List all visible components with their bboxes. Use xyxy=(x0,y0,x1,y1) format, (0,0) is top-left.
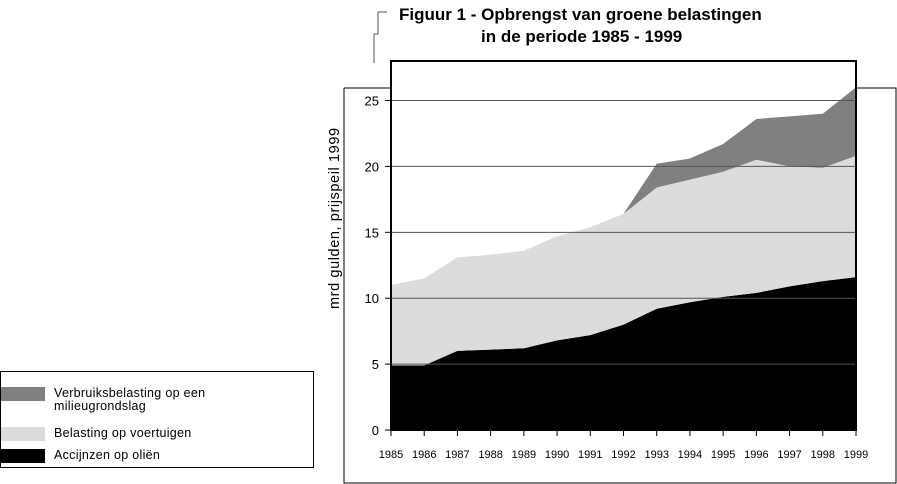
x-tick-label: 1992 xyxy=(611,449,635,461)
legend-swatch xyxy=(1,449,45,463)
x-tick-label: 1986 xyxy=(412,449,436,461)
legend-label: Accijnzen op oliën xyxy=(54,448,161,462)
gridlines xyxy=(391,100,856,365)
y-tick-label: 5 xyxy=(372,357,379,372)
area-layer xyxy=(391,87,856,430)
area-series xyxy=(391,277,856,430)
x-tick-label: 1998 xyxy=(811,449,835,461)
x-tick-label: 1994 xyxy=(678,449,702,461)
x-tick-label: 1999 xyxy=(844,449,868,461)
x-tick-label: 1990 xyxy=(545,449,569,461)
legend-label: Verbruiksbelasting op een milieugrondsla… xyxy=(54,386,206,413)
legend-item-voertuigen: Belasting op voertuigen xyxy=(1,427,294,441)
outer-frame xyxy=(343,87,897,484)
x-tick-label: 1991 xyxy=(578,449,602,461)
x-tick-label: 1997 xyxy=(777,449,801,461)
y-tick-label: 25 xyxy=(365,94,379,109)
legend-item-verbruiksbelasting: Verbruiksbelasting op een milieugrondsla… xyxy=(1,387,294,413)
legend: Verbruiksbelasting op een milieugrondsla… xyxy=(0,371,314,468)
title-bracket xyxy=(373,11,387,63)
x-tick-label: 1988 xyxy=(478,449,502,461)
legend-item-accijnzen: Accijnzen op oliën xyxy=(1,449,294,463)
figure-title: Figuur 1 - Opbrengst van groene belastin… xyxy=(399,4,819,48)
x-tick-label: 1993 xyxy=(644,449,668,461)
y-tick-label: 20 xyxy=(365,159,379,174)
x-axis: 1985 1986 1987 1988 1989 1990 1991 1992 1993 1994… xyxy=(379,430,868,461)
x-tick-label: 1985 xyxy=(379,449,403,461)
area-series xyxy=(391,155,856,366)
y-axis-label: mrd gulden, prijspeil 1999 xyxy=(327,127,343,309)
x-tick-label: 1987 xyxy=(445,449,469,461)
y-axis: 0 5 10 15 20 25 xyxy=(365,94,391,438)
figure-title-line-2: in de periode 1985 - 1999 xyxy=(481,27,683,46)
figure-title-line-1: Figuur 1 - Opbrengst van groene belastin… xyxy=(399,5,762,24)
area-series xyxy=(391,87,856,286)
legend-swatch xyxy=(1,427,45,441)
x-tick-label: 1996 xyxy=(744,449,768,461)
y-tick-label: 0 xyxy=(372,423,379,438)
legend-swatch xyxy=(1,387,45,401)
legend-label: Belasting op voertuigen xyxy=(54,426,192,440)
y-tick-label: 10 xyxy=(365,291,379,306)
x-tick-label: 1995 xyxy=(711,449,735,461)
y-tick-label: 15 xyxy=(365,225,379,240)
x-tick-label: 1989 xyxy=(512,449,536,461)
